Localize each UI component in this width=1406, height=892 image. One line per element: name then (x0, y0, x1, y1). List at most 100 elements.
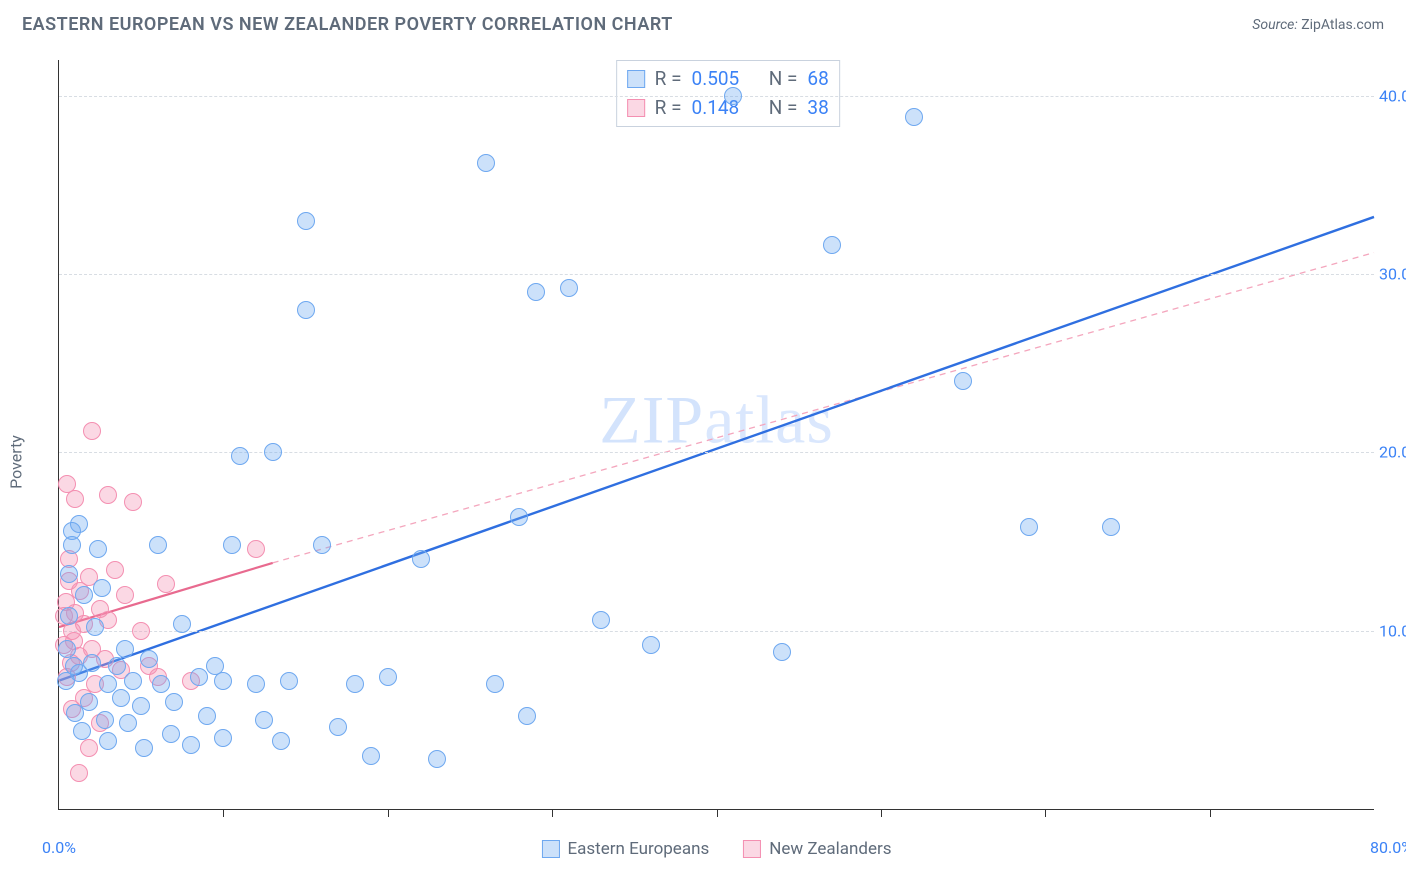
marker-eastern (379, 668, 397, 686)
marker-eastern (198, 707, 216, 725)
chart-header: EASTERN EUROPEAN VS NEW ZEALANDER POVERT… (0, 0, 1406, 45)
y-tick-label: 40.0% (1379, 86, 1406, 105)
marker-eastern (518, 707, 536, 725)
n-label: N = (769, 65, 798, 94)
marker-eastern (60, 565, 78, 583)
marker-newzealand (132, 622, 150, 640)
marker-eastern (70, 515, 88, 533)
marker-eastern (173, 615, 191, 633)
marker-eastern (165, 693, 183, 711)
marker-eastern (247, 675, 265, 693)
plot-region: ZIPatlas R = 0.505 N = 68 R = 0.148 N = … (58, 60, 1374, 810)
marker-eastern (93, 579, 111, 597)
marker-eastern (773, 643, 791, 661)
legend-item-newzealand: New Zealanders (743, 839, 891, 859)
marker-eastern (412, 550, 430, 568)
category-legend: Eastern Europeans New Zealanders (541, 839, 891, 859)
watermark-zip: ZIP (599, 381, 704, 457)
marker-eastern (329, 718, 347, 736)
marker-newzealand (124, 493, 142, 511)
marker-eastern (642, 636, 660, 654)
n-label: N = (769, 94, 798, 123)
marker-eastern (297, 212, 315, 230)
marker-eastern (724, 87, 742, 105)
chart-title: EASTERN EUROPEAN VS NEW ZEALANDER POVERT… (22, 14, 673, 35)
marker-eastern (223, 536, 241, 554)
n-value-eastern: 68 (807, 65, 828, 94)
gridline-h (59, 274, 1374, 275)
marker-eastern (560, 279, 578, 297)
marker-eastern (527, 283, 545, 301)
marker-eastern (592, 611, 610, 629)
chart-area: Poverty ZIPatlas R = 0.505 N = 68 R = 0.… (22, 50, 1384, 874)
chart-source: Source: ZipAtlas.com (1252, 17, 1384, 33)
marker-newzealand (106, 561, 124, 579)
x-tick (881, 809, 882, 817)
marker-newzealand (70, 764, 88, 782)
n-value-newzealand: 38 (807, 94, 828, 123)
x-tick (388, 809, 389, 817)
x-tick (1210, 809, 1211, 817)
marker-newzealand (157, 575, 175, 593)
marker-eastern (152, 675, 170, 693)
x-label-right: 80.0% (1370, 838, 1374, 857)
marker-eastern (86, 618, 104, 636)
marker-eastern (297, 301, 315, 319)
marker-eastern (75, 586, 93, 604)
swatch-eastern (627, 70, 645, 88)
marker-eastern (428, 750, 446, 768)
marker-eastern (99, 675, 117, 693)
marker-eastern (255, 711, 273, 729)
marker-eastern (346, 675, 364, 693)
y-axis-label: Poverty (7, 435, 26, 489)
y-tick-label: 30.0% (1379, 265, 1406, 284)
marker-eastern (905, 108, 923, 126)
marker-eastern (116, 640, 134, 658)
marker-eastern (1020, 518, 1038, 536)
marker-eastern (149, 536, 167, 554)
gridline-h (59, 631, 1374, 632)
marker-eastern (119, 714, 137, 732)
marker-eastern (954, 372, 972, 390)
marker-eastern (510, 508, 528, 526)
marker-eastern (477, 154, 495, 172)
y-tick-label: 20.0% (1379, 443, 1406, 462)
marker-eastern (362, 747, 380, 765)
marker-eastern (99, 732, 117, 750)
marker-eastern (162, 725, 180, 743)
marker-eastern (89, 540, 107, 558)
watermark-atlas: atlas (704, 381, 834, 457)
trend-lines-layer (59, 60, 1374, 809)
marker-newzealand (80, 739, 98, 757)
marker-eastern (264, 443, 282, 461)
y-tick-label: 10.0% (1379, 621, 1406, 640)
marker-eastern (124, 672, 142, 690)
marker-eastern (60, 607, 78, 625)
marker-eastern (486, 675, 504, 693)
marker-eastern (83, 654, 101, 672)
gridline-h (59, 96, 1374, 97)
marker-eastern (231, 447, 249, 465)
marker-eastern (182, 736, 200, 754)
r-label: R = (655, 94, 682, 123)
marker-eastern (80, 693, 98, 711)
marker-eastern (73, 722, 91, 740)
marker-eastern (135, 739, 153, 757)
marker-eastern (823, 236, 841, 254)
swatch-eastern-icon (541, 840, 559, 858)
swatch-newzealand (627, 99, 645, 117)
marker-eastern (108, 657, 126, 675)
marker-eastern (214, 729, 232, 747)
marker-eastern (214, 672, 232, 690)
marker-eastern (280, 672, 298, 690)
source-name: ZipAtlas.com (1301, 17, 1384, 33)
watermark: ZIPatlas (599, 380, 834, 459)
marker-eastern (140, 650, 158, 668)
source-label: Source: (1252, 17, 1297, 33)
marker-newzealand (247, 540, 265, 558)
legend-label-newzealand: New Zealanders (769, 839, 891, 859)
marker-newzealand (66, 490, 84, 508)
marker-eastern (58, 640, 76, 658)
x-tick (1045, 809, 1046, 817)
gridline-h (59, 452, 1374, 453)
